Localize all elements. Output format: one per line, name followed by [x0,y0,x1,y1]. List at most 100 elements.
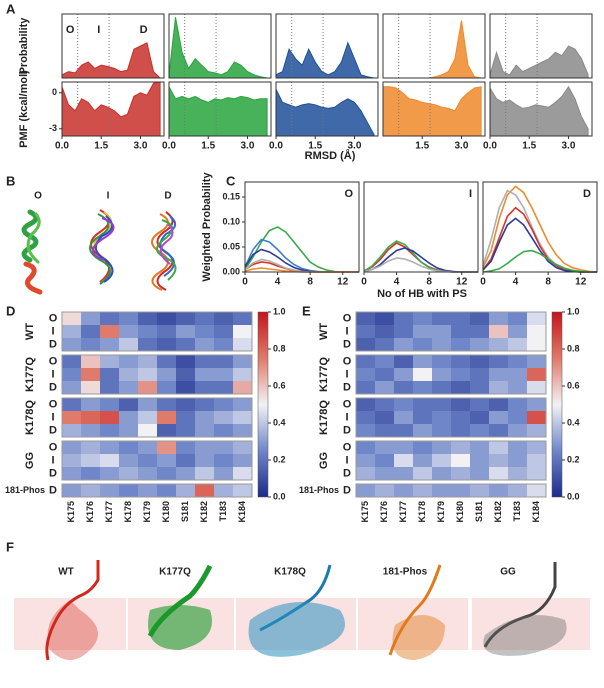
x-axis-label: No of HB with PS [377,288,467,300]
heatmap-cell [394,424,413,437]
colorbar-tick-label: 1.0 [273,306,286,316]
heatmap-cell [375,441,394,454]
heatmap-cell [527,398,546,411]
heatmap-cell [470,467,489,480]
heatmap-cell [470,484,489,497]
colorbar-tick-label: 0.2 [273,454,286,464]
heatmap-cell [176,312,195,325]
area [168,86,268,137]
heatmap-cell [394,312,413,325]
heatmap-cell [413,312,432,325]
subplot-label: O [344,188,353,200]
subplot-label: D [583,188,591,200]
column-label: K175 [66,501,76,523]
heatmap-cell [451,355,470,368]
group-label: WT [318,323,330,340]
heatmap-cell [81,312,100,325]
heatmap-cell [413,424,432,437]
heatmap-cell [119,325,138,338]
membrane [472,598,590,650]
group-frame [61,311,253,352]
column-label: K175 [360,501,370,523]
heatmap-cell [375,355,394,368]
x-tick-label: 0 [361,277,367,288]
heatmap-cell [81,441,100,454]
heatmap-cell [413,411,432,424]
group-label: 181-Phos [299,485,339,495]
heatmap-cell [432,338,451,351]
heatmap-cell [157,381,176,394]
row-label: D [343,381,351,393]
heatmap-cell [527,312,546,325]
heatmap-cell [451,411,470,424]
heatmap-cell [233,312,252,325]
x-tick-label: 3.0 [455,141,469,152]
heatmap-cell [508,454,527,467]
heatmap-cell [489,381,508,394]
heatmap-cell [81,355,100,368]
area [61,81,161,137]
heatmap-cell [195,338,214,351]
heatmap-cell [527,325,546,338]
heatmap-cell [195,424,214,437]
plot-frame [61,13,165,79]
heatmap-cell [413,484,432,497]
heatmap-cell [394,368,413,381]
panel-label: D [6,303,15,318]
heatmap-cell [138,424,157,437]
heatmap-cell [62,368,81,381]
heatmap-cell [451,467,470,480]
heatmap-cell [413,355,432,368]
line [482,185,598,273]
x-tick-label: 8 [426,277,432,288]
subplot-label: I [469,188,472,200]
heatmap-cell [176,368,195,381]
heatmap-cell [214,381,233,394]
heatmap-cell [176,398,195,411]
heatmap-cell [214,467,233,480]
heatmap-cell [356,484,375,497]
protein [45,560,100,661]
heatmap-cell [176,424,195,437]
colorbar-tick-label: 0.8 [273,343,286,353]
heatmap-cell [62,325,81,338]
heatmap-cell [195,368,214,381]
column-label: K184 [237,501,247,523]
column-label: K178 [123,501,133,523]
heatmap-cell [527,411,546,424]
panel-label: E [302,303,311,318]
plot-frame [275,13,379,79]
heatmap-cell [62,467,81,480]
heatmap-cell [413,467,432,480]
heatmap-cell [432,312,451,325]
colorbar [551,311,563,498]
heatmap-cell [432,484,451,497]
panel-f: WT K177Q K178Q 181-Phos GG [14,560,590,661]
heatmap-cell [489,454,508,467]
heatmap-cell [100,381,119,394]
area [383,20,482,79]
heatmap-cell [176,338,195,351]
heatmap-cell [413,381,432,394]
y-tick-label: 0 [52,87,57,97]
heatmap-cell [138,312,157,325]
heatmap-cell [470,398,489,411]
row-label: I [345,454,348,466]
panel-label: B [6,173,15,188]
line [363,257,478,273]
row-label: I [51,368,54,380]
y-axis-label: Weighted Probability [201,172,213,282]
heatmap-cell [451,338,470,351]
heatmap-cell [451,381,470,394]
colorbar-tick-label: 0.0 [273,491,286,501]
heatmap-cell [157,398,176,411]
x-axis-label: RMSD (Å) [305,149,356,162]
heatmap-cell [451,398,470,411]
line [482,249,598,273]
colorbar-tick-label: 1.0 [567,306,580,316]
group-frame [355,483,547,498]
row-label: D [49,424,57,436]
heatmap-cell [356,454,375,467]
panel-label: A [6,1,16,16]
heatmap-cell [100,484,119,497]
